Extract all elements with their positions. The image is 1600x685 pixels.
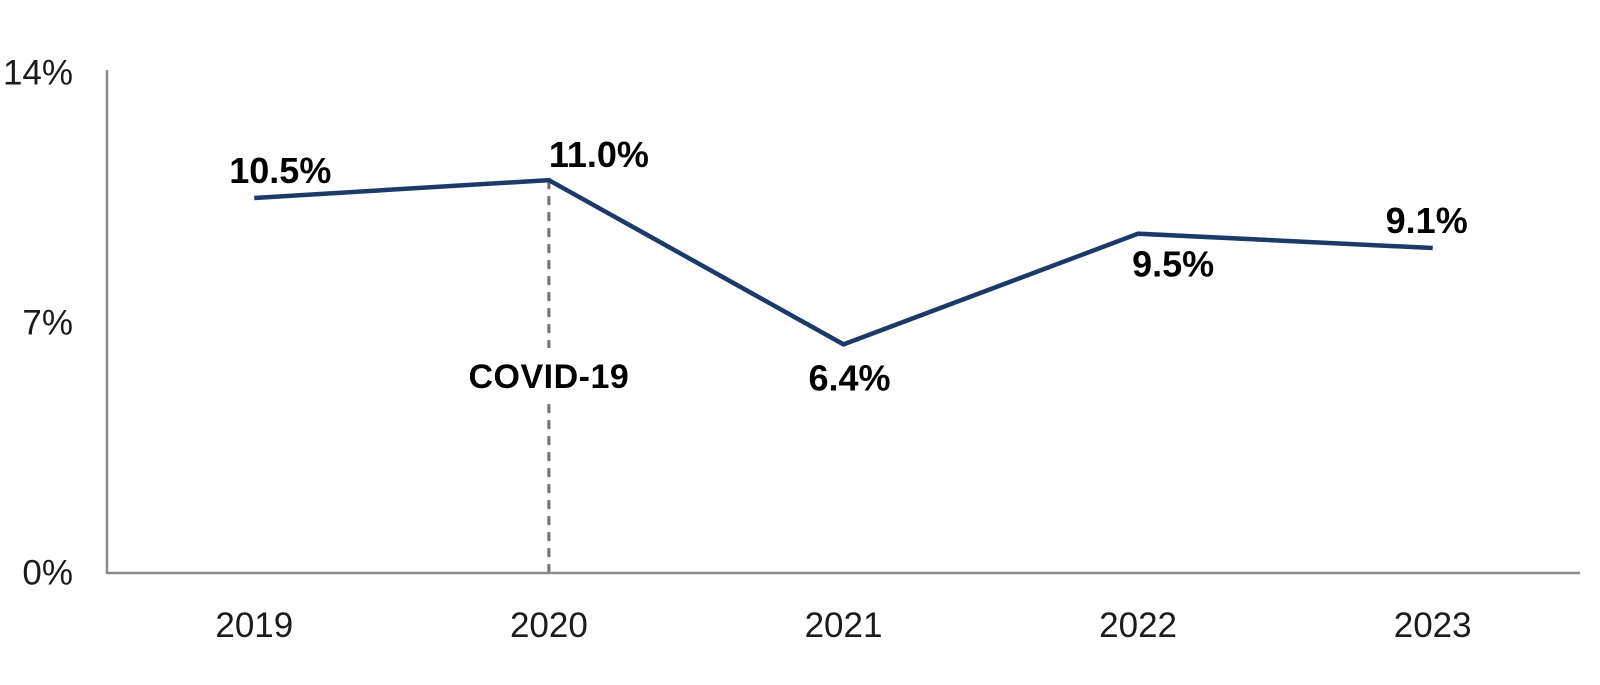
data-point-label: 9.5% xyxy=(1132,244,1214,285)
y-tick-label: 14% xyxy=(3,54,73,93)
y-tick-label: 7% xyxy=(22,304,73,343)
data-point-label: 10.5% xyxy=(229,150,331,191)
x-tick-label: 2023 xyxy=(1394,606,1472,645)
data-point-label: 9.1% xyxy=(1386,200,1468,241)
x-tick-label: 2022 xyxy=(1099,606,1177,645)
x-tick-label: 2019 xyxy=(215,606,293,645)
data-point-label: 6.4% xyxy=(808,357,890,398)
data-series-line xyxy=(254,177,1433,347)
covid-annotation-box xyxy=(456,348,641,398)
y-tick-label: 0% xyxy=(22,554,73,593)
covid-annotation-label: COVID-19 xyxy=(468,358,629,396)
x-tick-label: 2021 xyxy=(805,606,883,645)
data-point-label: 11.0% xyxy=(549,134,649,175)
x-tick-label: 2020 xyxy=(510,606,588,645)
